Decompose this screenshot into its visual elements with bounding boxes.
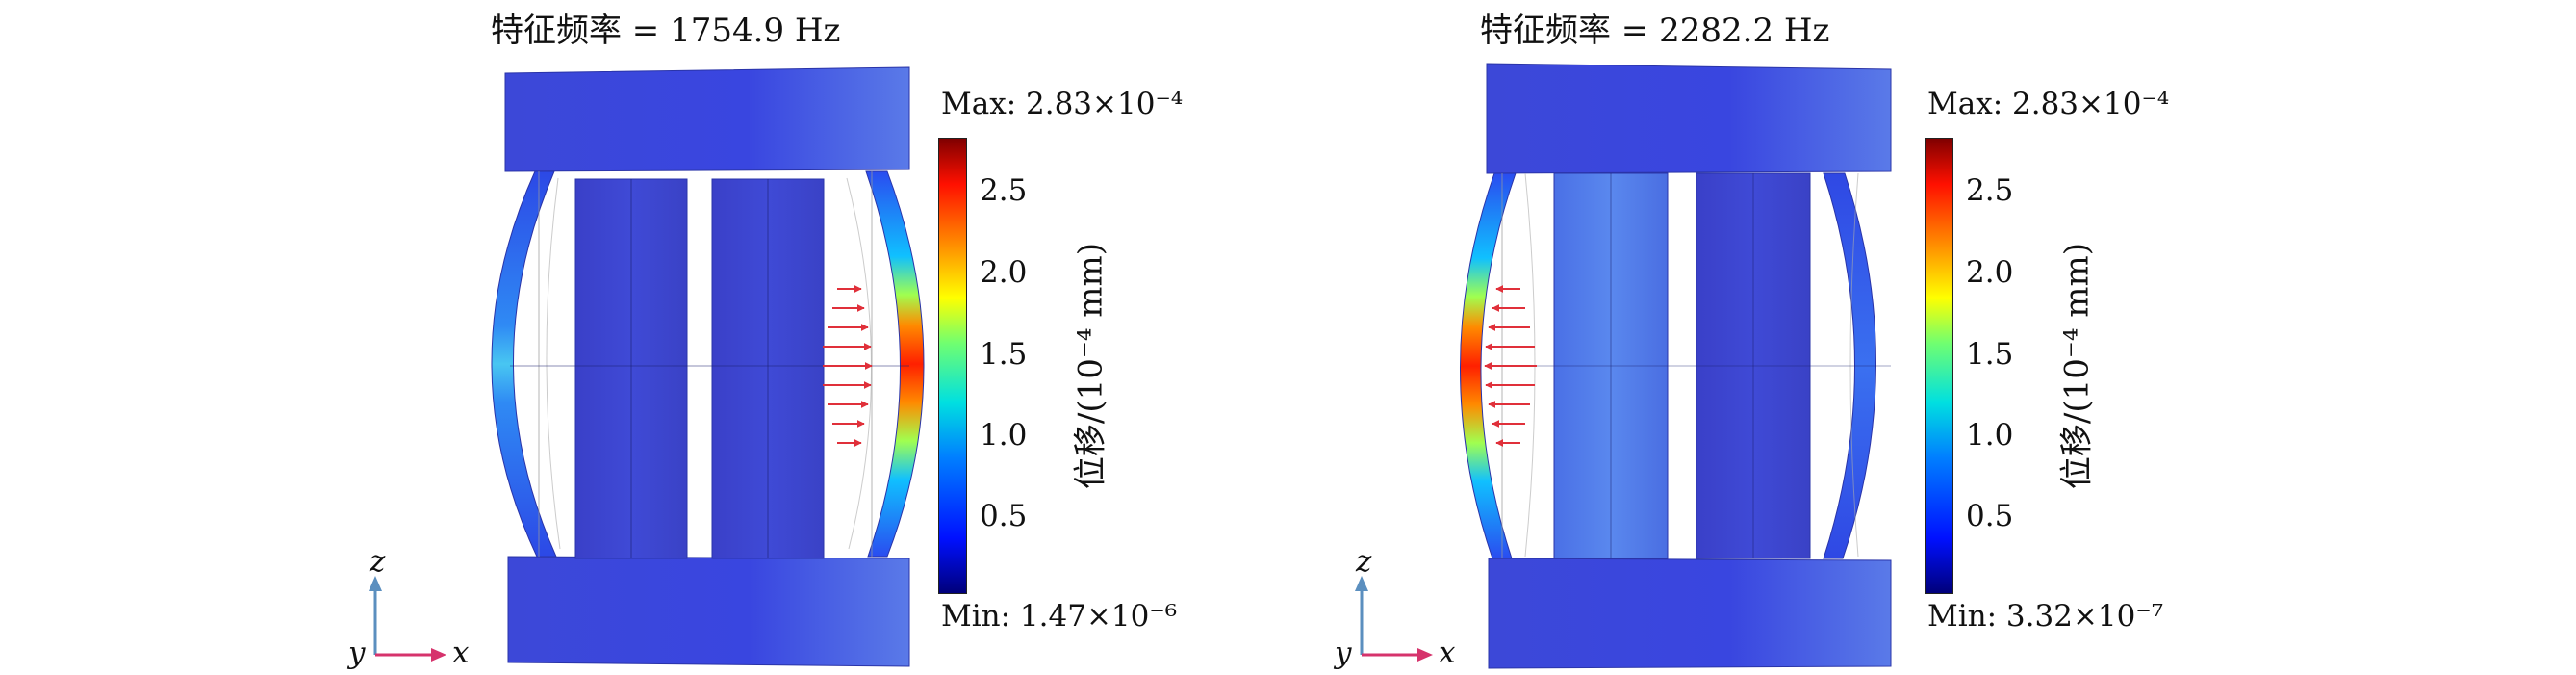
colorbar-tick: 2.5	[980, 173, 1028, 208]
displacement-arrows	[823, 285, 873, 447]
colorbar	[1925, 138, 1953, 594]
colorbar	[938, 138, 967, 594]
right-beam	[865, 170, 925, 558]
mode-shape-render	[1355, 63, 1892, 669]
panel-mode-2: 特征频率 = 2282.2 Hz	[1323, 0, 2343, 675]
bottom-plate	[507, 556, 910, 667]
left-beam	[491, 170, 557, 558]
panel-mode-1: 特征频率 = 1754.9 Hz	[337, 0, 1357, 675]
colorbar-tick: 1.5	[980, 337, 1028, 372]
y-axis-label: y	[348, 636, 366, 670]
colorbar-tick: 1.5	[1966, 337, 2014, 372]
x-axis-label: x	[1439, 636, 1456, 670]
left-beam	[1460, 172, 1517, 559]
z-axis-label: z	[1356, 544, 1372, 579]
panel-title: 特征频率 = 2282.2 Hz	[1480, 12, 1830, 50]
top-plate	[504, 66, 910, 172]
colorbar-tick: 1.0	[980, 418, 1028, 453]
colorbar-min-label: Min: 3.32×10⁻⁷	[1927, 599, 2164, 634]
y-axis-label: y	[1335, 636, 1352, 670]
colorbar-tick: 1.0	[1966, 418, 2014, 453]
mode-shape-render	[369, 66, 925, 667]
panel-title: 特征频率 = 1754.9 Hz	[491, 12, 841, 50]
colorbar-tick: 0.5	[1966, 499, 2014, 533]
displacement-arrows	[1484, 285, 1537, 447]
colorbar-tick: 0.5	[980, 499, 1028, 533]
z-axis-label: z	[370, 544, 386, 579]
colorbar-tick: 2.0	[980, 255, 1028, 290]
axis-triad	[1355, 576, 1433, 662]
colorbar-title: 位移/(10⁻⁴ mm)	[2057, 242, 2097, 490]
colorbar-max-label: Max: 2.83×10⁻⁴	[941, 87, 1184, 121]
colorbar-min-label: Min: 1.47×10⁻⁶	[941, 599, 1178, 634]
colorbar-tick: 2.5	[1966, 173, 2014, 208]
axis-triad	[369, 576, 446, 662]
bottom-plate	[1488, 558, 1892, 669]
x-axis-label: x	[452, 636, 470, 670]
top-plate	[1486, 63, 1892, 174]
colorbar-max-label: Max: 2.83×10⁻⁴	[1927, 87, 2170, 121]
colorbar-title: 位移/(10⁻⁴ mm)	[1071, 242, 1110, 490]
colorbar-tick: 2.0	[1966, 255, 2014, 290]
